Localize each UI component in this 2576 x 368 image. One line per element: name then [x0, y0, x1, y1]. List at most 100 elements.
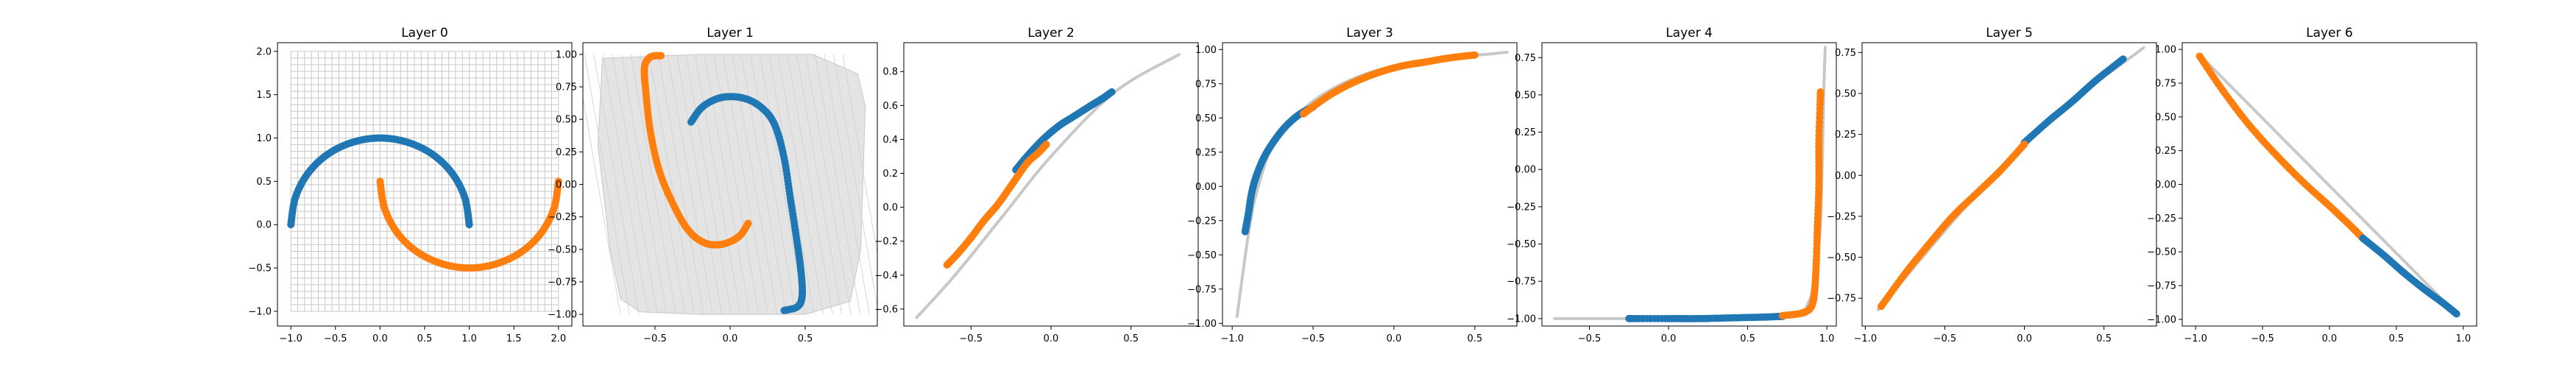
y-tick-label: 0.25	[1515, 127, 1536, 138]
y-tick-label: 1.0	[256, 133, 272, 144]
plot-area	[287, 51, 562, 312]
panel-layer-1: −0.5 0.0 0.5 −1.00 −0.75 −0.50 −0.25 0.00 0.25 0.…	[548, 26, 878, 344]
y-tick-label: 0.5	[256, 177, 272, 188]
warped-line	[583, 96, 621, 315]
x-tick-label: 0.5	[2096, 333, 2112, 344]
panel-title: Layer 6	[2306, 26, 2353, 40]
y-tick-label: 0.50	[1835, 88, 1856, 99]
orange-point	[2020, 140, 2028, 148]
y-tick-label: −0.75	[1507, 277, 1536, 288]
orange-series	[1299, 51, 1479, 118]
orange-series	[640, 52, 752, 249]
x-tick-label: 1.0	[461, 333, 477, 344]
y-tick-label: 0.75	[2155, 79, 2176, 90]
plot-area	[1235, 51, 1509, 318]
y-tick-label: 0.0	[882, 202, 898, 213]
x-tick-label: 0.5	[2389, 333, 2405, 344]
x-tick-label: −0.5	[1578, 333, 1602, 344]
y-tick-label: 1.5	[256, 90, 272, 101]
manifold-band	[2198, 53, 2460, 317]
y-tick-label: 0.00	[2155, 180, 2176, 191]
y-tick-label: −0.75	[2147, 281, 2176, 292]
warped-line	[750, 54, 796, 315]
y-tick-label: −0.50	[1827, 252, 1856, 263]
x-tick-label: −0.5	[1301, 333, 1325, 344]
x-tick-label: −0.5	[2251, 333, 2274, 344]
y-tick-label: 2.0	[256, 46, 272, 57]
panel-title: Layer 3	[1346, 26, 1393, 40]
y-tick-label: −0.6	[874, 304, 898, 315]
y-tick-label: 1.00	[2155, 45, 2176, 56]
plot-area	[583, 52, 877, 315]
x-tick-label: 0.5	[798, 333, 813, 344]
panel-title: Layer 5	[1986, 26, 2033, 40]
x-tick-label: −1.0	[1220, 333, 1244, 344]
orange-point	[1042, 141, 1050, 149]
y-tick-label: −0.25	[1187, 216, 1217, 227]
orange-point	[554, 177, 562, 185]
y-tick-label: 0.2	[882, 169, 898, 180]
panel-layer-3: −1.0 −0.5 0.0 0.5 −1.00 −0.75 −0.50 −0.25 0.00 0.…	[1187, 26, 1518, 344]
warped-line	[796, 54, 843, 315]
blue-point	[780, 306, 788, 314]
panel-title: Layer 1	[707, 26, 754, 40]
warped-line	[842, 54, 877, 256]
blue-series	[2020, 55, 2127, 146]
warped-line	[833, 54, 877, 309]
manifold-band	[1235, 51, 1509, 318]
panel-layer-6: −1.0 −0.5 0.0 0.5 1.0 −1.00 −0.75 −0.50 −0.25 0.0…	[2147, 26, 2477, 344]
orange-series	[376, 177, 562, 272]
manifold-band	[915, 53, 1181, 319]
x-tick-label: 0.0	[1387, 333, 1402, 344]
warped-line	[695, 54, 741, 315]
axes-frame	[1541, 42, 1837, 327]
y-tick-label: −0.50	[1507, 239, 1536, 250]
y-tick-label: 1.00	[1195, 45, 1217, 56]
x-tick-label: 2.0	[551, 333, 566, 344]
x-tick-label: 1.5	[506, 333, 522, 344]
plot-area	[915, 53, 1181, 319]
panel-layer-4: −0.5 0.0 0.5 1.0 −1.00 −0.75 −0.50 −0.25 0.00 0.2…	[1507, 26, 1837, 344]
y-tick-label: −0.5	[248, 263, 272, 275]
y-tick-label: 0.00	[1835, 171, 1856, 182]
x-tick-label: 0.0	[2017, 333, 2032, 344]
x-tick-label: 1.0	[2455, 333, 2471, 344]
y-tick-label: −0.50	[548, 244, 577, 255]
y-tick-label: 0.25	[2155, 146, 2176, 157]
warped-line	[815, 54, 861, 315]
warped-line	[584, 54, 630, 315]
warped-line	[593, 54, 640, 315]
warped-line	[612, 54, 658, 315]
y-tick-label: −0.25	[2147, 213, 2176, 224]
y-tick-label: 0.50	[1515, 90, 1536, 101]
y-tick-label: 0.8	[882, 67, 898, 78]
y-tick-label: −0.50	[2147, 247, 2176, 258]
y-tick-label: −0.2	[874, 236, 898, 247]
y-tick-label: −0.25	[1827, 211, 1856, 222]
orange-series	[943, 141, 1050, 269]
y-tick-label: 0.25	[1195, 147, 1217, 158]
y-tick-label: −1.00	[1507, 314, 1536, 325]
warped-line	[667, 54, 713, 315]
orange-series	[2195, 52, 2367, 242]
x-tick-label: 0.0	[1661, 333, 1677, 344]
blue-point	[2452, 310, 2460, 318]
blue-series	[1241, 103, 1317, 236]
x-tick-label: −0.5	[324, 333, 347, 344]
x-tick-label: 0.0	[372, 333, 388, 344]
x-tick-label: 1.0	[1819, 333, 1835, 344]
orange-point	[744, 219, 752, 227]
x-tick-label: −1.0	[279, 333, 302, 344]
grid-mesh	[290, 51, 559, 312]
y-tick-label: −0.75	[1827, 294, 1856, 305]
panel-title: Layer 4	[1666, 26, 1713, 40]
axes-frame	[1222, 42, 1518, 327]
manifold-band	[1876, 46, 2145, 311]
y-tick-label: −1.0	[248, 306, 272, 317]
y-tick-label: −0.50	[1187, 250, 1217, 261]
x-tick-label: −0.5	[643, 333, 667, 344]
y-tick-label: 0.50	[1195, 113, 1217, 124]
panel-layer-5: −1.0 −0.5 0.0 0.5 −0.75 −0.50 −0.25 0.00 0.25 0.5…	[1827, 26, 2157, 344]
warped-line	[805, 54, 852, 315]
warped-line	[777, 54, 824, 315]
